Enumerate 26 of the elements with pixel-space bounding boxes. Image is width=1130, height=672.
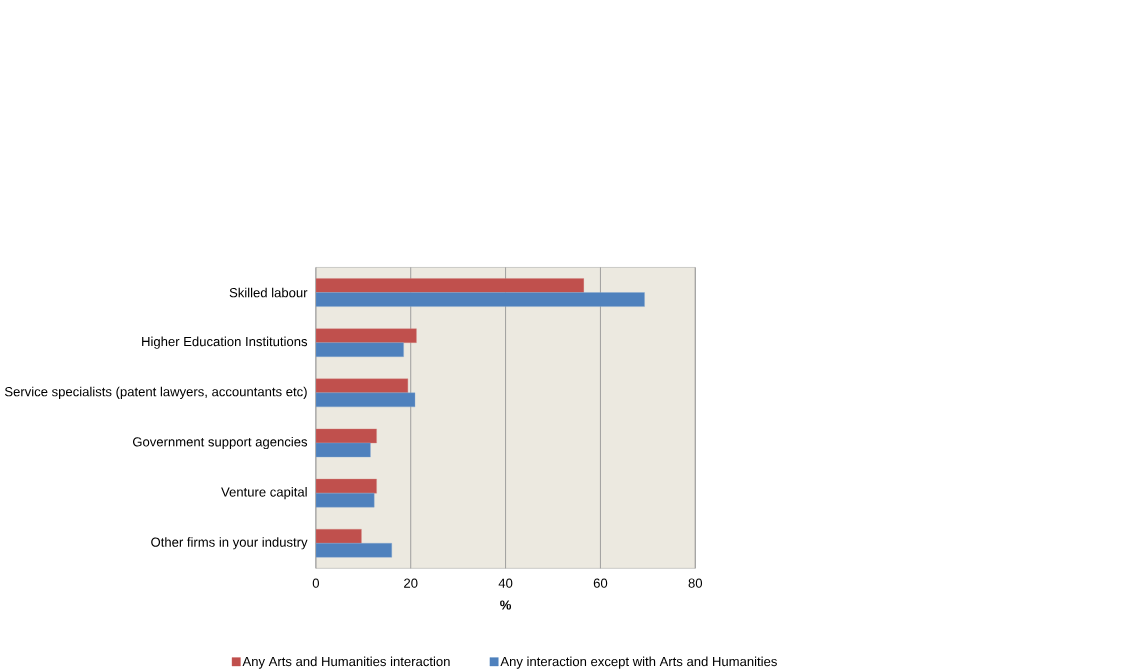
legend-label: Any Arts and Humanities interaction <box>242 656 450 669</box>
bar <box>315 278 585 293</box>
y-tick-label: Higher Education Institutions <box>142 336 308 349</box>
x-tick-label: 20 <box>404 578 418 588</box>
bar <box>315 292 645 307</box>
bar <box>315 328 417 344</box>
x-tick-label: 60 <box>593 578 608 588</box>
bar <box>315 479 377 494</box>
bar <box>315 493 375 508</box>
legend-label: Any interaction except with Arts and Humanities <box>500 656 777 669</box>
bar <box>315 392 416 408</box>
y-tick-label: Venture capital <box>221 487 307 500</box>
y-tick-label: Government support agencies <box>132 437 308 450</box>
y-tick-label: Other firms in your industry <box>151 537 308 550</box>
x-tick-label: 40 <box>498 578 513 588</box>
y-tick-label: Service specialists (patent lawyers, accountants etc) <box>4 386 307 400</box>
x-tick-label: 0 <box>312 578 320 588</box>
bar <box>315 428 377 444</box>
bar <box>315 442 371 458</box>
bar <box>315 378 409 394</box>
bar <box>315 543 392 558</box>
x-axis-title: % <box>500 600 512 610</box>
bar <box>315 342 404 358</box>
y-tick-label: Skilled labour <box>229 287 308 298</box>
bar <box>315 529 362 544</box>
x-tick-label: 80 <box>688 578 703 588</box>
